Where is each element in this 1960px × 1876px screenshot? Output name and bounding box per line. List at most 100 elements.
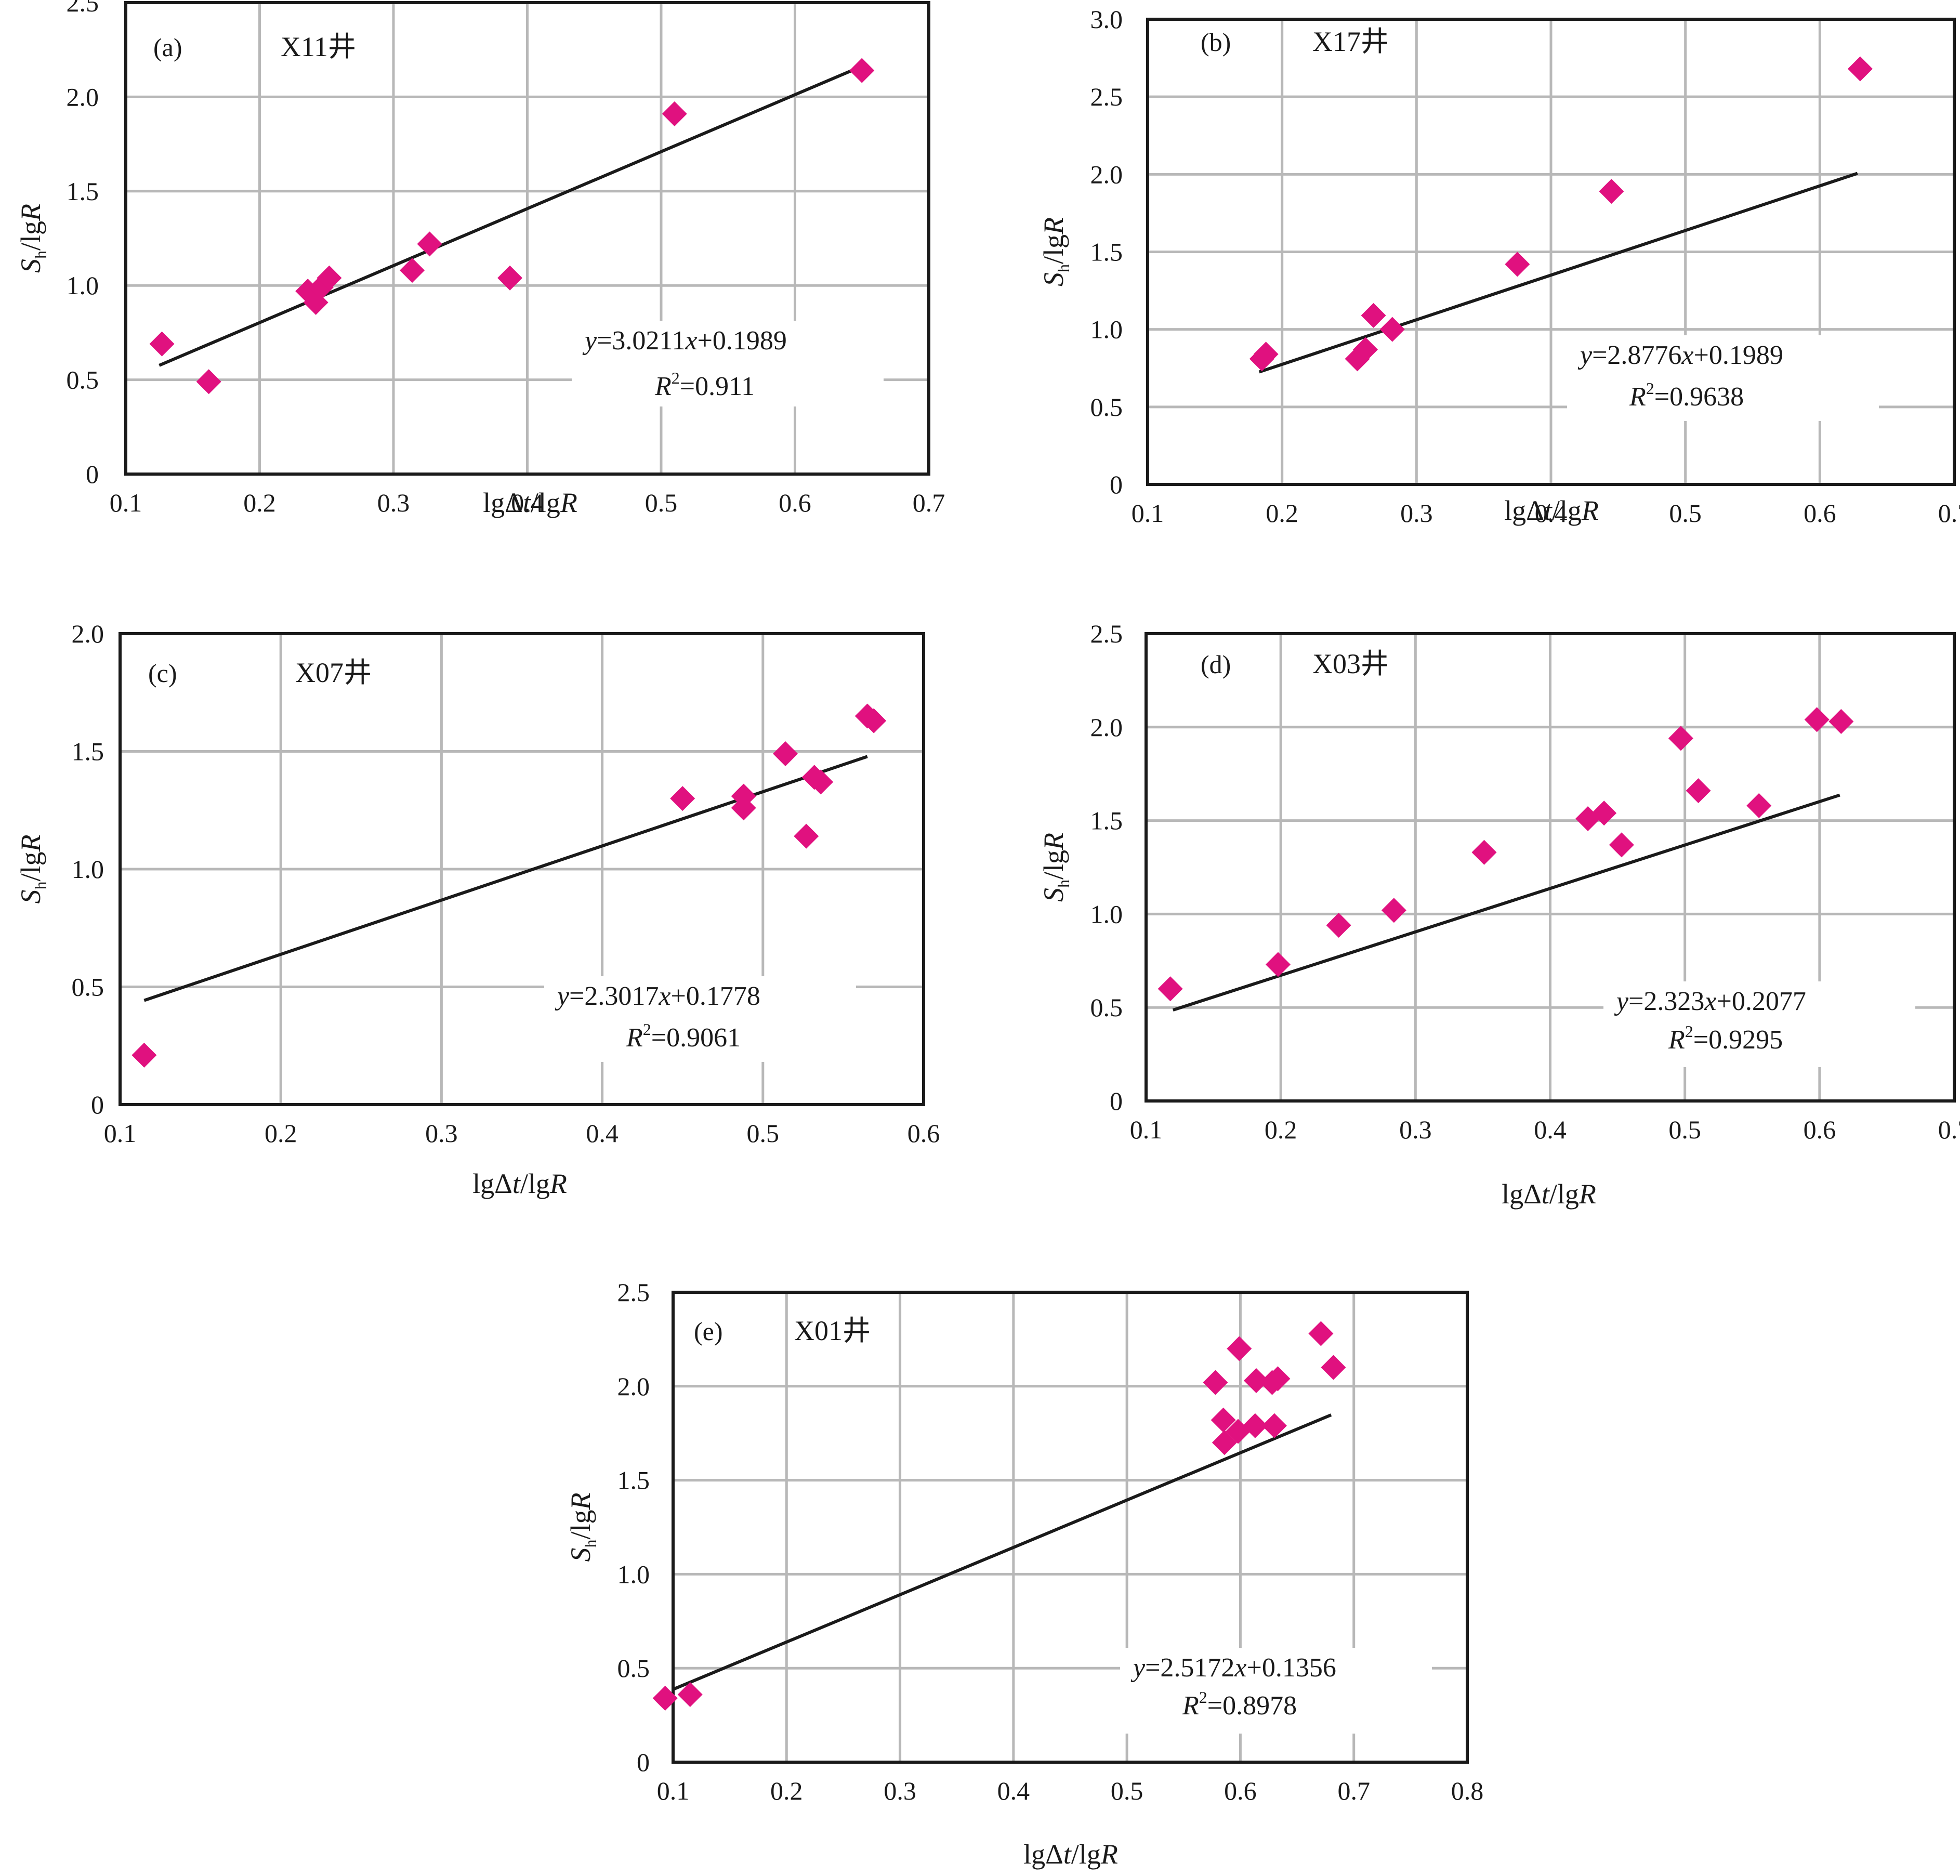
text-span: 0.6 [779,488,811,517]
text-span: (e) [694,1317,723,1346]
text-span: 0.5 [1090,993,1123,1022]
y-tick-label: 1.0 [1090,315,1123,344]
x-tick-label: 0.2 [1265,1115,1297,1144]
well-name: X03井 [1312,648,1389,679]
text-span: R [1668,1025,1685,1055]
text-span: 0.4 [1535,498,1568,528]
data-point [497,265,523,291]
equation-background [544,976,856,1062]
text-span: 0.5 [1111,1776,1143,1805]
data-point [417,231,442,257]
x-tick-label: 0.1 [110,488,142,517]
x-tick-label: 0.5 [1668,1115,1701,1144]
data-point [1321,1355,1346,1380]
text-span: +0.1778 [671,981,760,1011]
text-span: 0.6 [1224,1776,1257,1805]
text-span: 0.3 [377,488,410,517]
chart-panel-d: 0.1 0.2 0.3 0.4 0.5 0.6 0.7 0 0.5 1.0 1.5 2.0 2.5 (d)… [1038,619,1960,1210]
text-span: 2 [1685,1022,1693,1041]
x-axis-title-part: /lg [1549,1178,1579,1210]
data-point [1609,832,1634,858]
x-axis-title-part: lgΔ [483,487,523,518]
y-tick-label: 0 [91,1090,104,1119]
data-point [1379,317,1405,342]
data-point [1326,912,1351,938]
y-axis-title-part: /lg [15,221,46,251]
text-span: 0.1 [1132,498,1164,528]
y-axis-title: Sh/lgR [1038,833,1073,902]
text-span: 0.8 [1451,1776,1484,1805]
data-point [1203,1370,1228,1395]
text-span: 0.5 [1090,392,1123,422]
data-point [1591,801,1617,826]
text-span: 0.3 [425,1119,458,1148]
text-span: 1.0 [72,855,104,884]
data-point [1686,778,1711,804]
data-point [1668,726,1693,751]
x-axis-title-part: t [1544,495,1553,526]
y-tick-label: 1.5 [1090,238,1123,267]
text-span: 0.7 [913,488,945,517]
equation-background [1120,1648,1432,1734]
x-tick-label: 0.5 [747,1119,780,1148]
text-span: 0 [1110,1086,1123,1116]
y-tick-label: 0 [86,460,99,489]
y-axis-title: Sh/lgR [565,1492,600,1562]
r-squared: R2=0.9061 [626,1020,741,1053]
data-point [1471,839,1497,865]
x-tick-label: 0.7 [1938,1115,1960,1144]
y-tick-label: 1.5 [72,737,104,766]
data-point [1381,898,1406,923]
text-span: 0 [637,1748,650,1777]
equation-background [1567,335,1879,421]
text-span: =0.8978 [1207,1691,1297,1721]
text-span: 1.0 [617,1559,650,1589]
text-span: x [1681,340,1693,370]
x-axis-title: lgΔt/lgR [1502,1178,1596,1210]
panel-label: (e) [694,1317,723,1346]
chart-panel-a: 0.1 0.2 0.3 0.4 0.5 0.6 0.7 0 0.5 1.0 1.5 2.0 2.5 (a)… [15,0,945,518]
data-point [149,331,175,357]
r-squared: R2=0.8978 [1182,1688,1297,1721]
data-point [1505,252,1530,277]
x-tick-label: 0.7 [1337,1776,1370,1805]
y-tick-label: 0 [1110,470,1123,499]
x-axis-title-part: R [549,1168,567,1199]
x-tick-label: 0.1 [104,1119,137,1148]
text-span: 0.7 [1337,1776,1370,1805]
text-span: (a) [153,33,182,62]
text-span: x [685,326,698,356]
data-point [670,786,695,811]
text-span: 0.3 [1400,498,1433,528]
y-axis-title-part: /lg [1038,234,1069,264]
text-span: 0.3 [1399,1115,1432,1144]
y-axis-title-part: h [31,882,50,890]
regression-equation: y=3.0211x+0.1989 [582,326,787,356]
y-axis-title-part: /lg [565,1510,596,1539]
y-axis-title: Sh/lgR [1038,217,1073,286]
text-span: (c) [148,659,177,688]
x-tick-label: 0.5 [1111,1776,1143,1805]
y-tick-label: 2.0 [67,82,99,111]
text-span: =0.9295 [1693,1025,1783,1055]
data-point [196,369,221,395]
text-span: +0.1989 [1694,340,1783,370]
text-span: 2.5 [617,1278,650,1307]
x-tick-label: 0.8 [1451,1776,1484,1805]
y-axis-title-part: R [15,834,46,852]
text-span: =3.0211 [597,326,685,356]
x-axis-title-part: lgΔ [1023,1839,1063,1870]
y-axis-title-part: R [565,1492,596,1510]
text-span: 0.5 [72,973,104,1002]
text-span: 0.7 [1938,498,1960,528]
x-axis-title: lgΔt/lgR [1023,1839,1118,1870]
well-name: X17井 [1312,26,1389,57]
text-span: R [1182,1691,1199,1721]
x-axis-title-part: /lg [520,1168,550,1199]
data-point [1746,793,1772,818]
r-squared: R2=0.911 [654,369,755,401]
y-axis-title-part: S [15,259,46,273]
text-span: =0.9061 [651,1023,741,1053]
x-axis-title-part: /lg [1071,1839,1101,1870]
text-span: 0.5 [617,1654,650,1683]
